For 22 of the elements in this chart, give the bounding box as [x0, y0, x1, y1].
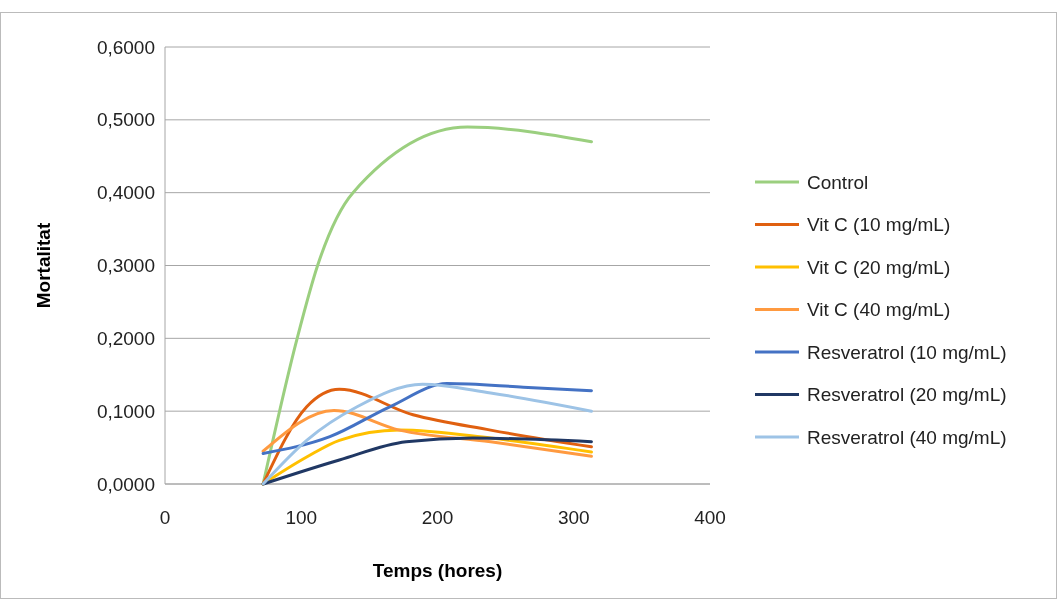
y-tick-label: 0,0000: [96, 473, 155, 495]
legend-label: Resveratrol (20 mg/mL): [807, 384, 1007, 406]
x-tick-label: 200: [421, 507, 454, 528]
legend-label: Resveratrol (10 mg/mL): [807, 341, 1007, 363]
y-tick-label: 0,3000: [96, 255, 155, 277]
legend-label: Vit C (40 mg/mL): [807, 299, 951, 321]
y-tick-label: 0,2000: [96, 327, 155, 349]
legend-label: Vit C (10 mg/mL): [807, 214, 951, 236]
y-tick-label: 0,6000: [96, 36, 155, 58]
x-tick-label: 400: [694, 507, 726, 528]
x-axis-title: Temps (hores): [372, 560, 503, 581]
y-axis-title: Mortalitat: [33, 222, 54, 309]
line-series: [261, 381, 593, 455]
y-tick-label: 0,4000: [96, 182, 155, 204]
legend-label: Control: [807, 171, 869, 193]
y-tick-label: 0,5000: [96, 109, 155, 131]
legend-label: Vit C (20 mg/mL): [807, 256, 951, 278]
x-tick-label: 100: [285, 507, 318, 528]
legend-label: Resveratrol (40 mg/mL): [807, 426, 1007, 448]
x-tick-label: 300: [557, 507, 590, 528]
y-tick-label: 0,1000: [96, 400, 155, 422]
x-tick-label: 0: [159, 507, 171, 528]
